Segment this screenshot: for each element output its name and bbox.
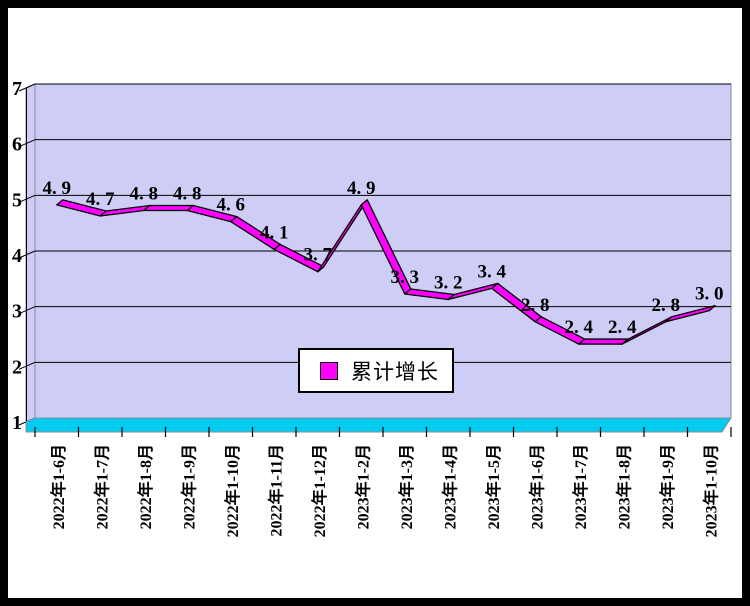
- series-segment: [143, 204, 194, 212]
- data-label: 2. 8: [652, 295, 681, 316]
- x-axis-label: 2023年1-9月: [658, 444, 677, 529]
- legend-swatch: [320, 361, 338, 380]
- legend-label: 累计增长: [351, 359, 439, 384]
- series-segment: [578, 338, 629, 345]
- floor: [25, 417, 732, 433]
- y-axis-label: 7: [12, 78, 22, 100]
- x-axis-label: 2022年1-7月: [92, 444, 111, 529]
- data-label: 2. 4: [565, 317, 594, 338]
- x-axis-label: 2023年1-3月: [397, 444, 416, 529]
- data-label: 3. 2: [434, 273, 463, 294]
- x-axis-label: 2022年1-10月: [223, 444, 242, 537]
- x-axis-label: 2023年1-10月: [701, 444, 720, 537]
- y-axis-label: 5: [12, 189, 22, 211]
- x-axis-label: 2022年1-6月: [49, 444, 68, 529]
- data-label: 2. 4: [608, 317, 637, 338]
- y-axis-label: 4: [12, 245, 22, 267]
- legend: 累计增长: [298, 348, 454, 393]
- y-tick: [18, 83, 36, 92]
- data-label: 4. 9: [43, 178, 72, 199]
- y-axis-label: 1: [12, 412, 22, 434]
- data-label: 4. 8: [130, 183, 159, 204]
- x-axis-label: 2022年1-8月: [136, 444, 155, 529]
- x-axis-label: 2022年1-12月: [310, 444, 329, 537]
- data-label: 3. 7: [304, 245, 333, 266]
- data-label: 3. 0: [695, 284, 724, 305]
- data-label: 4. 8: [173, 183, 202, 204]
- x-axis-label: 2023年1-7月: [571, 444, 590, 529]
- x-axis-label: 2023年1-5月: [484, 444, 503, 529]
- y-axis-label: 6: [12, 134, 22, 156]
- x-axis-label: 2023年1-2月: [353, 444, 372, 529]
- x-axis-label: 2023年1-6月: [527, 444, 546, 529]
- x-axis-label: 2022年1-9月: [179, 444, 198, 529]
- data-label: 4. 6: [217, 195, 246, 216]
- data-label: 2. 8: [521, 295, 550, 316]
- chart-canvas: 1 2 3 4 5 6 7 4. 9 4. 7 4. 8 4. 8 4. 6 4. 1 3. 7 4. 9 3…: [12, 78, 732, 537]
- x-axis-label: 2023年1-4月: [440, 444, 459, 529]
- series-segment: [665, 305, 716, 323]
- data-label: 4. 7: [86, 189, 115, 210]
- x-axis-label: 2022年1-11月: [266, 444, 285, 536]
- data-label: 3. 3: [391, 267, 420, 288]
- data-label: 4. 1: [260, 222, 289, 243]
- y-axis-label: 3: [12, 301, 22, 323]
- y-axis-label: 2: [12, 356, 22, 378]
- data-label: 4. 9: [347, 178, 376, 199]
- data-label: 3. 4: [478, 261, 507, 282]
- x-axis-label: 2023年1-8月: [614, 444, 633, 529]
